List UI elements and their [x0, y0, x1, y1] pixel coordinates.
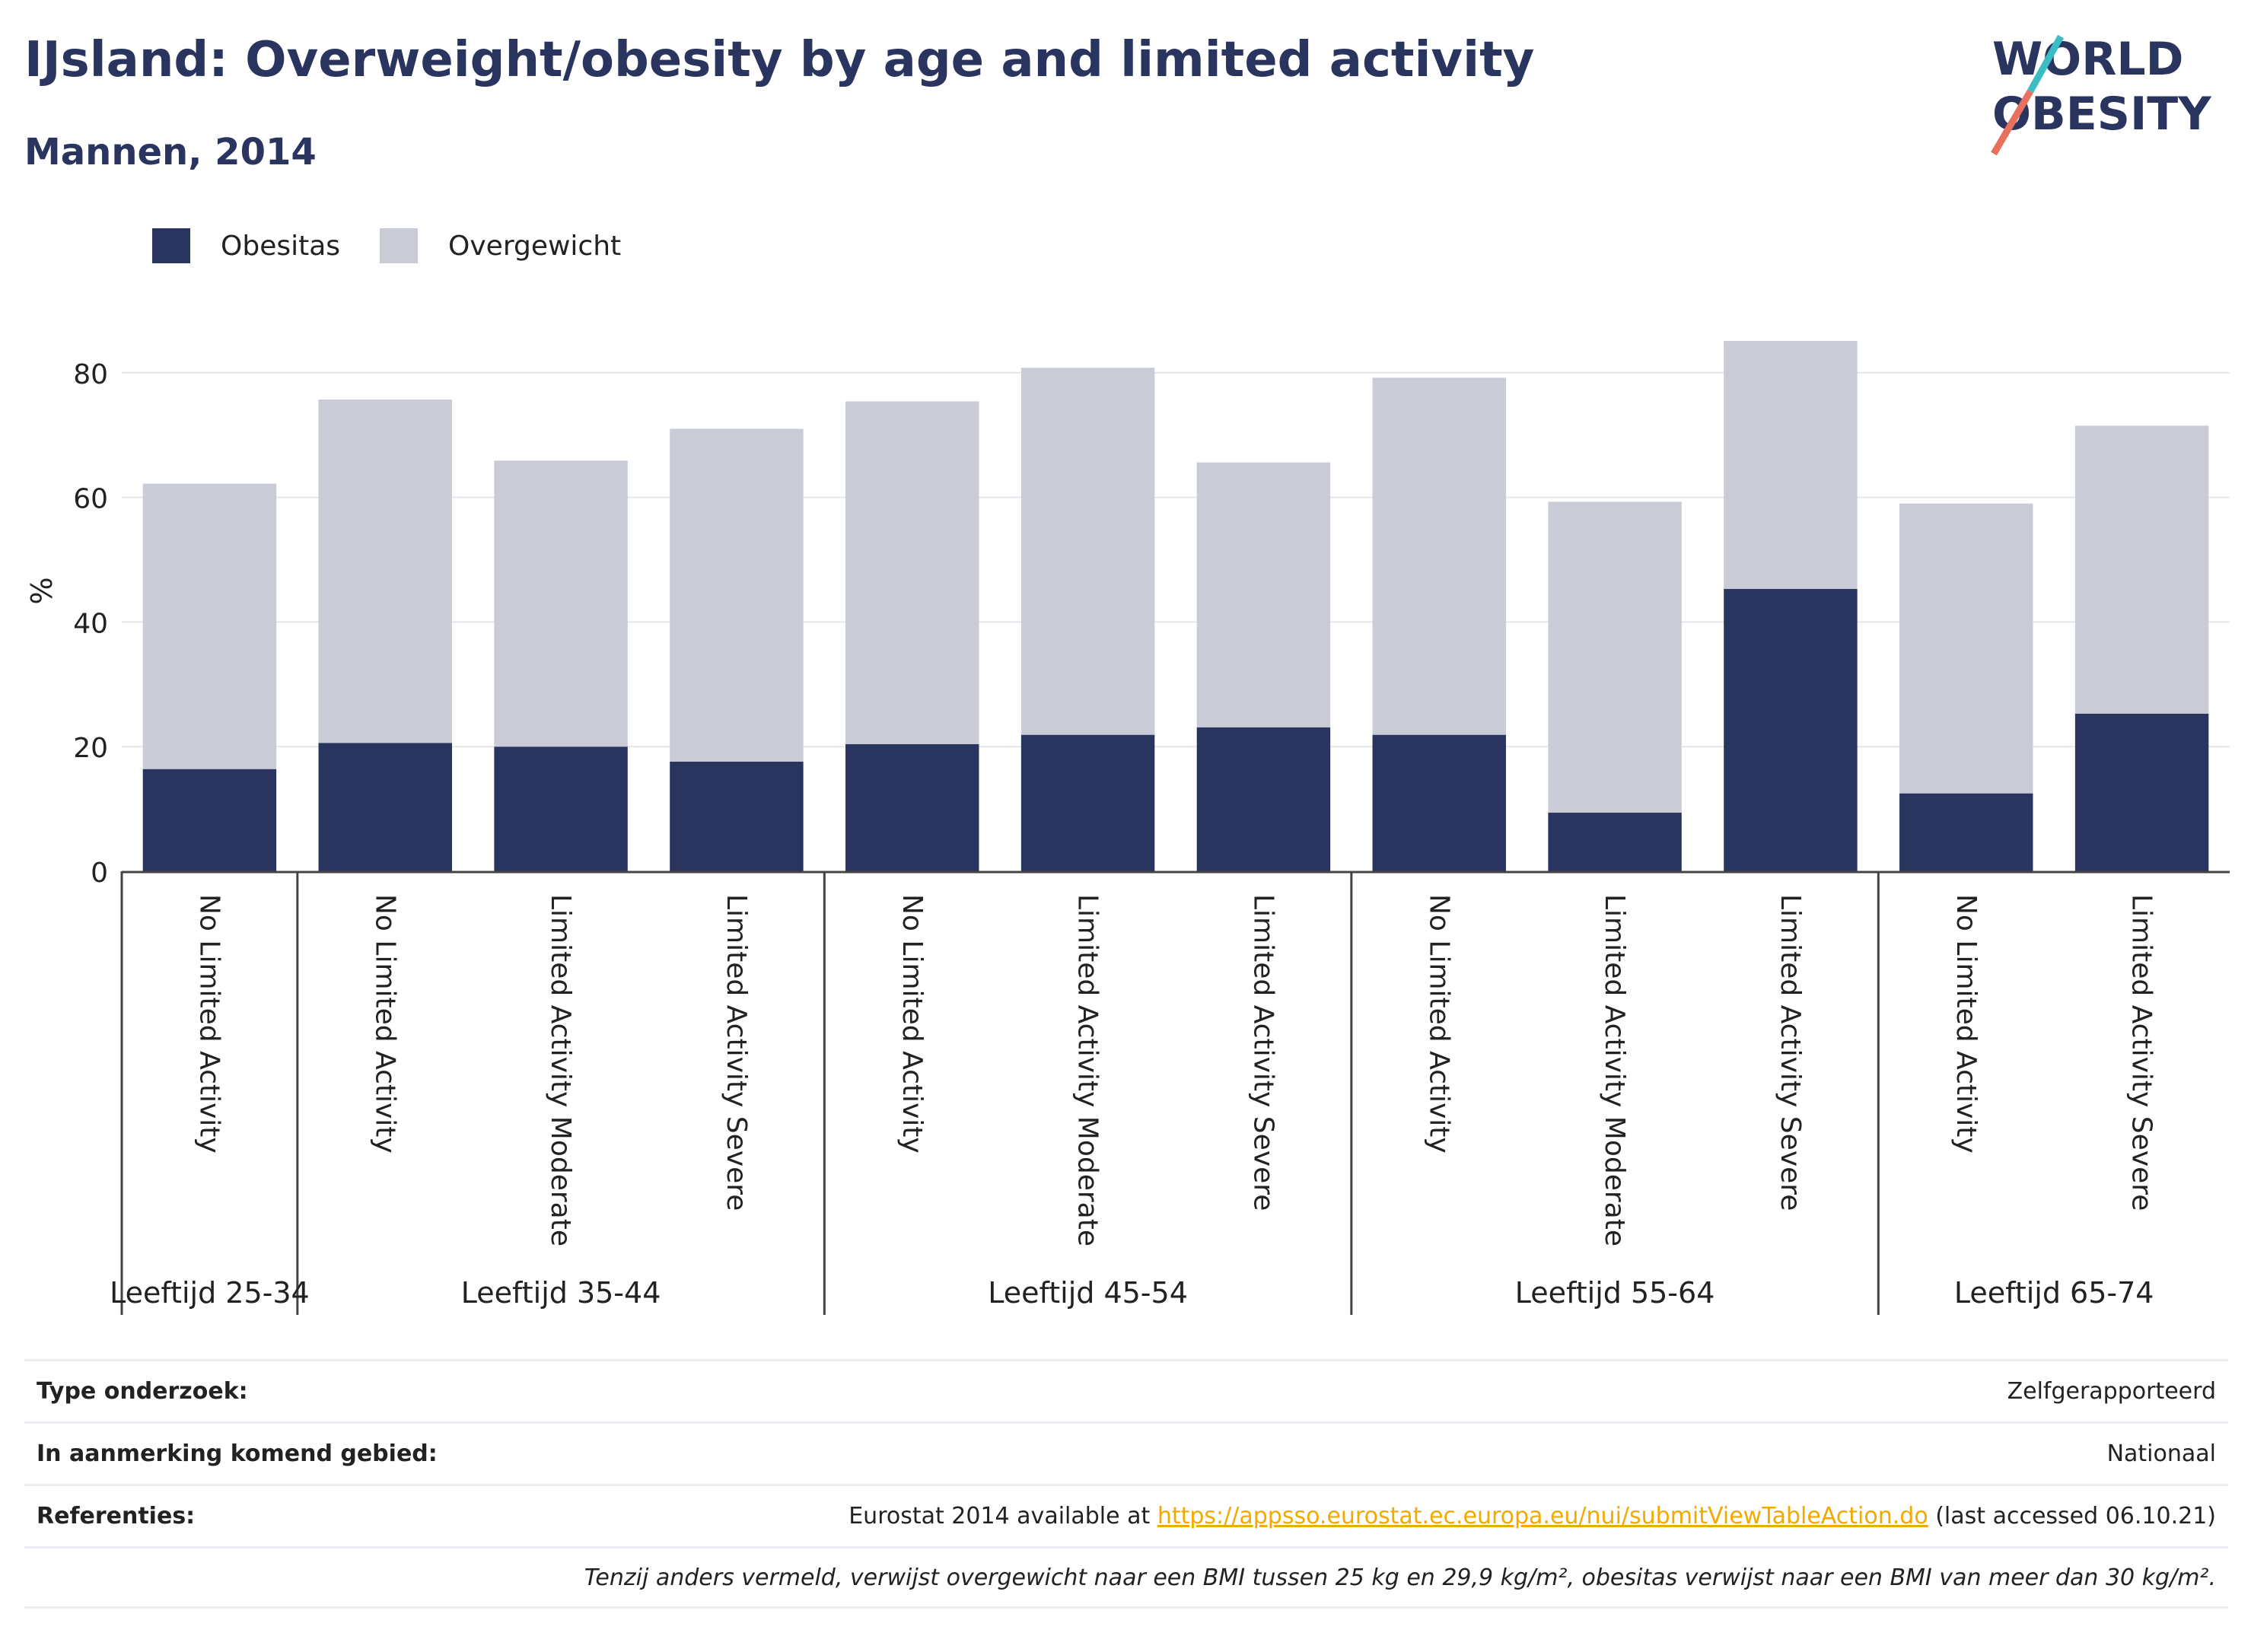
legend-item-obesitas[interactable]: Obesitas [152, 228, 340, 263]
info-area-label: In aanmerking komend gebied: [37, 1440, 438, 1467]
bar-obesitas [318, 743, 452, 871]
x-tick-label: No Limited Activity [1423, 894, 1454, 1154]
y-tick-label: 20 [73, 733, 108, 764]
svg-text:WORLD: WORLD [1992, 33, 2183, 86]
legend-label: Overgewicht [448, 230, 622, 262]
y-tick-label: 80 [73, 359, 108, 390]
bar-overgewicht [1899, 503, 2033, 794]
bar-overgewicht [670, 428, 804, 762]
info-type-label: Type onderzoek: [37, 1378, 248, 1405]
reference-prefix: Eurostat 2014 available at [849, 1503, 1157, 1529]
info-table: Type onderzoek: Zelfgerapporteerd In aan… [24, 1359, 2228, 1609]
legend-label: Obesitas [221, 230, 341, 262]
bar-obesitas [1724, 588, 1858, 871]
x-tick-label: No Limited Activity [1950, 894, 1982, 1154]
info-row-note: Tenzij anders vermeld, verwijst overgewi… [24, 1546, 2228, 1609]
group-label: Leeftijd 65-74 [1954, 1276, 2154, 1310]
bar-obesitas [494, 746, 628, 871]
bar-obesitas [845, 743, 979, 871]
x-tick-label: Limited Activity Moderate [1599, 894, 1630, 1246]
group-label: Leeftijd 45-54 [988, 1276, 1188, 1310]
bar-overgewicht [1020, 368, 1155, 735]
bar-obesitas [670, 761, 804, 871]
bar-obesitas [2074, 713, 2209, 871]
stacked-bar-chart: 0 20 40 60 80% No Limited Activity No Limited … [25, 341, 2230, 1315]
group-label: Leeftijd 55-64 [1515, 1276, 1715, 1310]
info-row-references: Referenties: Eurostat 2014 available at … [24, 1484, 2228, 1546]
bar-overgewicht [845, 401, 979, 744]
chart-legend: Obesitas Overgewicht [152, 225, 661, 266]
bar-overgewicht [1372, 377, 1506, 735]
world-obesity-logo: WORLD OBESITY [1991, 33, 2212, 156]
bmi-note: Tenzij anders vermeld, verwijst overgewi… [584, 1564, 2216, 1591]
bar-obesitas [1548, 813, 1682, 871]
reference-suffix: (last accessed 06.10.21) [1928, 1503, 2216, 1529]
x-tick-label: Limited Activity Severe [1247, 894, 1278, 1211]
group-label: Leeftijd 25-34 [110, 1276, 310, 1310]
legend-item-overgewicht[interactable]: Overgewicht [380, 228, 621, 263]
bar-overgewicht [1196, 462, 1331, 727]
bar-overgewicht [1724, 341, 1858, 589]
bar-overgewicht [494, 460, 628, 747]
y-tick-label: 60 [73, 484, 108, 515]
group-label: Leeftijd 35-44 [461, 1276, 661, 1310]
bar-overgewicht [318, 399, 452, 743]
bar-obesitas [1899, 793, 2033, 871]
info-references-label: Referenties: [37, 1503, 196, 1529]
x-tick-label: Limited Activity Moderate [545, 894, 576, 1246]
x-tick-label: No Limited Activity [369, 894, 400, 1154]
info-area-value: Nationaal [2106, 1440, 2216, 1467]
bar-overgewicht [142, 483, 277, 769]
x-tick-label: No Limited Activity [193, 894, 224, 1154]
legend-swatch-overgewicht [380, 228, 419, 263]
info-row-area: In aanmerking komend gebied: Nationaal [24, 1421, 2228, 1484]
reference-link[interactable]: https://appsso.eurostat.ec.europa.eu/nui… [1157, 1503, 1928, 1529]
bar-obesitas [142, 769, 277, 871]
chart-title: IJsland: Overweight/obesity by age and l… [24, 32, 1535, 88]
x-tick-label: Limited Activity Severe [721, 894, 752, 1211]
bar-overgewicht [1548, 501, 1682, 813]
y-tick-label: 0 [91, 858, 108, 889]
x-tick-label: Limited Activity Moderate [1072, 894, 1103, 1246]
x-tick-label: Limited Activity Severe [1775, 894, 1806, 1211]
bar-overgewicht [2074, 425, 2209, 714]
y-tick-label: 40 [73, 608, 108, 639]
legend-swatch-obesitas [152, 228, 190, 263]
bar-obesitas [1020, 734, 1155, 871]
chart-subtitle: Mannen, 2014 [24, 131, 317, 173]
info-row-type: Type onderzoek: Zelfgerapporteerd [24, 1359, 2228, 1421]
bar-obesitas [1372, 734, 1506, 871]
info-type-value: Zelfgerapporteerd [2007, 1378, 2216, 1405]
x-tick-label: Limited Activity Severe [2126, 894, 2157, 1211]
info-references-value: Eurostat 2014 available at https://appss… [849, 1503, 2216, 1529]
x-tick-label: No Limited Activity [896, 894, 928, 1154]
y-axis-label: % [25, 577, 59, 604]
bar-obesitas [1196, 727, 1331, 871]
